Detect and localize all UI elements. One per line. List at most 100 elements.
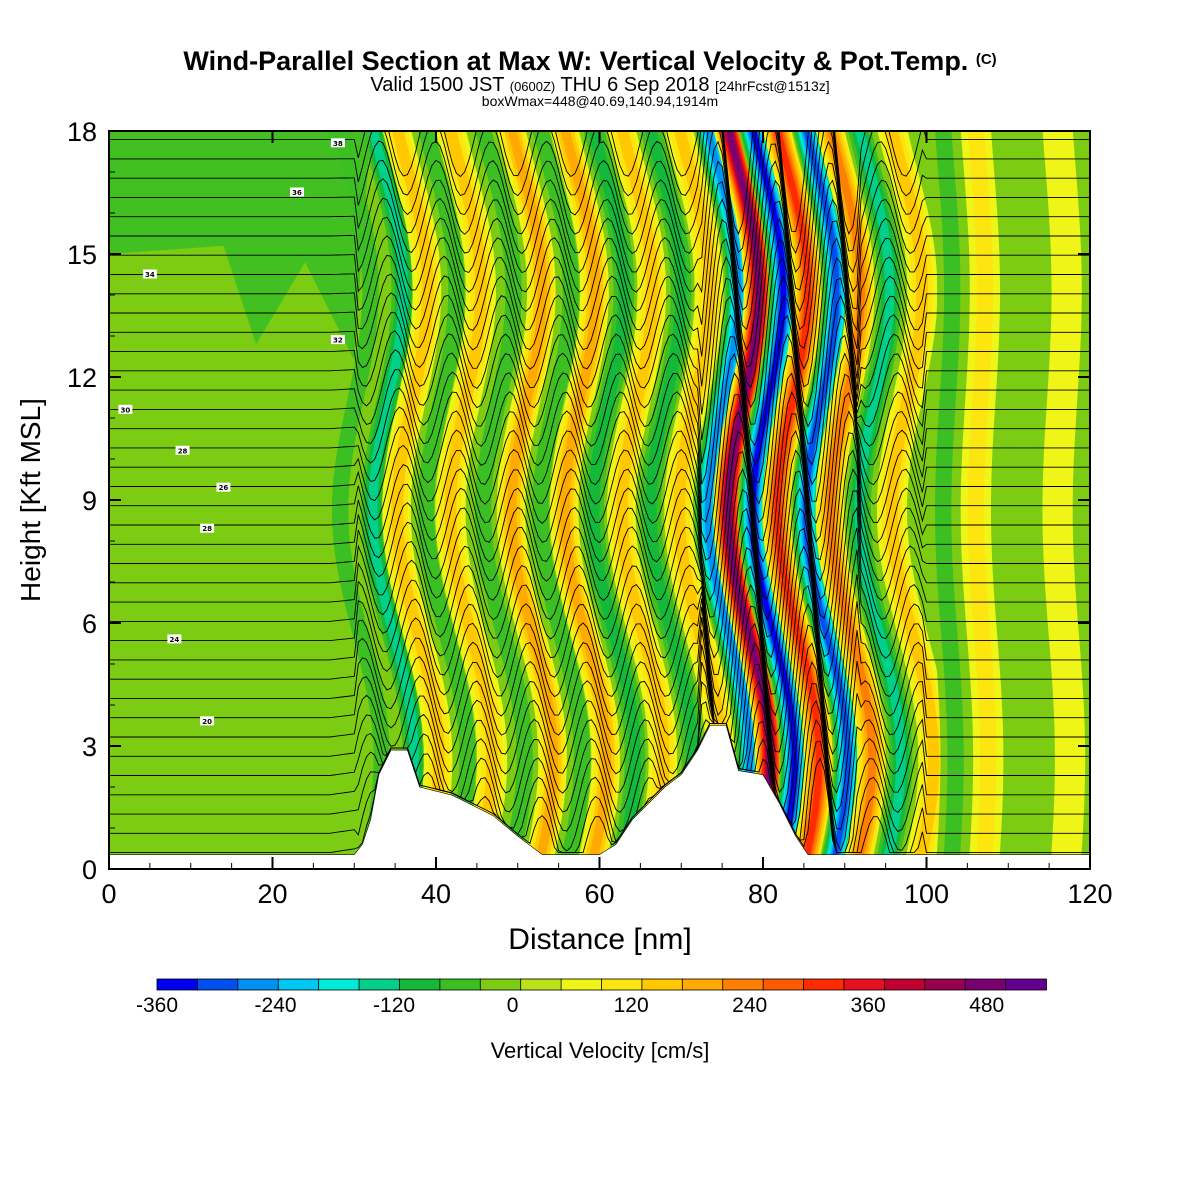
colorbar-swatch-5	[358, 978, 401, 991]
svg-text:32: 32	[333, 337, 343, 345]
velocity-band-13-6	[704, 131, 753, 869]
theta-contour-25	[109, 275, 1090, 466]
colorbar-swatch-15	[762, 978, 805, 991]
contour-label-7: 34	[142, 269, 157, 279]
svg-text:28: 28	[178, 447, 188, 455]
theta-contour-10	[109, 565, 1090, 756]
theta-contour-34	[109, 131, 1090, 293]
theta-contour-14	[109, 487, 1090, 679]
theta-contour-24	[109, 294, 1090, 486]
theta-contour-17	[109, 429, 1090, 621]
svg-text:20: 20	[202, 718, 212, 726]
contour-label-0: 20	[200, 716, 215, 726]
chart-subtitle-2: boxWmax=448@40.69,140.94,1914m	[482, 93, 718, 109]
theta-contour-26	[109, 256, 1090, 447]
theta-contour-5	[109, 660, 1090, 852]
svg-text:34: 34	[145, 271, 155, 279]
svg-text:26: 26	[219, 484, 229, 492]
theta-contour-21	[109, 352, 1090, 544]
colorbar-swatch-14	[722, 978, 765, 991]
svg-text:28: 28	[202, 525, 212, 533]
theta-contour-16	[109, 449, 1090, 640]
colorbar-swatch-17	[843, 978, 886, 991]
theta-contour-15	[109, 468, 1090, 659]
velocity-band-3-1	[417, 131, 476, 869]
velocity-band-11-2	[645, 131, 699, 869]
theta-contour-12	[109, 525, 1090, 717]
theta-contour-23	[109, 314, 1090, 505]
svg-text:30: 30	[120, 406, 130, 414]
theta-contour-18	[109, 410, 1090, 602]
velocity-band-6-3	[507, 131, 559, 869]
y-tick-label-3: 9	[82, 486, 97, 516]
colorbar-tick-label-5: 240	[732, 994, 767, 1017]
theta-contour-0	[109, 723, 1090, 854]
y-tick-label-5: 15	[67, 240, 97, 270]
colorbar-swatch-13	[681, 978, 724, 991]
contour-label-3: 26	[216, 482, 231, 492]
velocity-band-16-6	[774, 131, 823, 869]
colorbar: -360 -240 -120 0 120 240 360 480	[136, 978, 1047, 1017]
contour-label-2: 28	[200, 523, 215, 533]
colorbar-tick-label-4: 120	[614, 994, 649, 1017]
y-tick-label-6: 18	[67, 117, 97, 147]
y-axis-label: Height [Kft MSL]	[15, 398, 46, 602]
colorbar-swatch-9	[520, 978, 562, 991]
vertical-velocity-field	[109, 131, 1086, 869]
theta-contour-6	[109, 641, 1090, 830]
chart-title: Wind-Parallel Section at Max W: Vertical…	[183, 46, 996, 76]
downdraft-region	[109, 131, 371, 361]
velocity-band-17-7	[803, 131, 851, 869]
theta-contour-2	[109, 719, 1090, 854]
colorbar-tick-label-1: -240	[255, 994, 297, 1017]
velocity-band-24-0	[1042, 131, 1086, 869]
colorbar-tick-label-3: 0	[507, 994, 519, 1017]
colorbar-swatch-10	[560, 978, 603, 991]
colorbar-swatch-3	[277, 978, 320, 991]
chart-subtitle: Valid 1500 JST (0600Z) THU 6 Sep 2018 [2…	[370, 74, 829, 96]
x-tick-label-6: 120	[1067, 879, 1112, 909]
contour-label-6: 32	[330, 335, 345, 345]
theta-contour-22	[109, 333, 1090, 524]
theta-contour-28	[109, 217, 1090, 409]
velocity-band-18-4	[826, 131, 877, 869]
theta-contour-36	[109, 131, 1090, 255]
colorbar-swatch-19	[924, 978, 967, 991]
theta-contour-29	[109, 198, 1090, 389]
contour-label-1: 24	[167, 634, 182, 644]
colorbar-swatch-16	[803, 978, 845, 991]
velocity-band-2-2	[391, 131, 445, 869]
theta-contour-31	[109, 159, 1090, 351]
velocity-band-22-1	[967, 131, 997, 869]
theta-contour-33	[109, 131, 1090, 313]
colorbar-swatch-0	[156, 978, 199, 991]
contour-label-4: 28	[175, 445, 190, 455]
velocity-band-14-10	[726, 131, 773, 869]
contour-label-9: 38	[330, 138, 345, 148]
theta-contour-20	[109, 372, 1090, 563]
velocity-band-9-2	[587, 131, 641, 869]
colorbar-swatch-21	[1005, 978, 1047, 991]
colorbar-tick-label-6: 360	[851, 994, 886, 1017]
theta-contour-7	[109, 622, 1090, 813]
svg-text:24: 24	[170, 636, 180, 644]
y-tick-label-4: 12	[67, 363, 97, 393]
colorbar-tick-label-0: -360	[136, 994, 178, 1017]
terrain-mask	[108, 725, 1091, 870]
contour-label-8: 36	[290, 187, 305, 197]
theta-contour-1	[109, 723, 1090, 854]
x-tick-label-1: 20	[257, 879, 287, 909]
x-tick-label-2: 40	[421, 879, 451, 909]
colorbar-swatch-7	[439, 978, 482, 991]
contour-label-5: 30	[118, 404, 133, 414]
velocity-band-8-3	[560, 131, 612, 869]
x-tick-label-5: 100	[904, 879, 949, 909]
colorbar-swatch-6	[399, 978, 441, 991]
velocity-band-4-2	[444, 131, 498, 869]
colorbar-label: Vertical Velocity [cm/s]	[491, 1038, 710, 1063]
colorbar-swatch-1	[197, 978, 239, 991]
theta-contour-27	[109, 236, 1090, 428]
colorbar-tick-label-7: 480	[969, 994, 1004, 1017]
